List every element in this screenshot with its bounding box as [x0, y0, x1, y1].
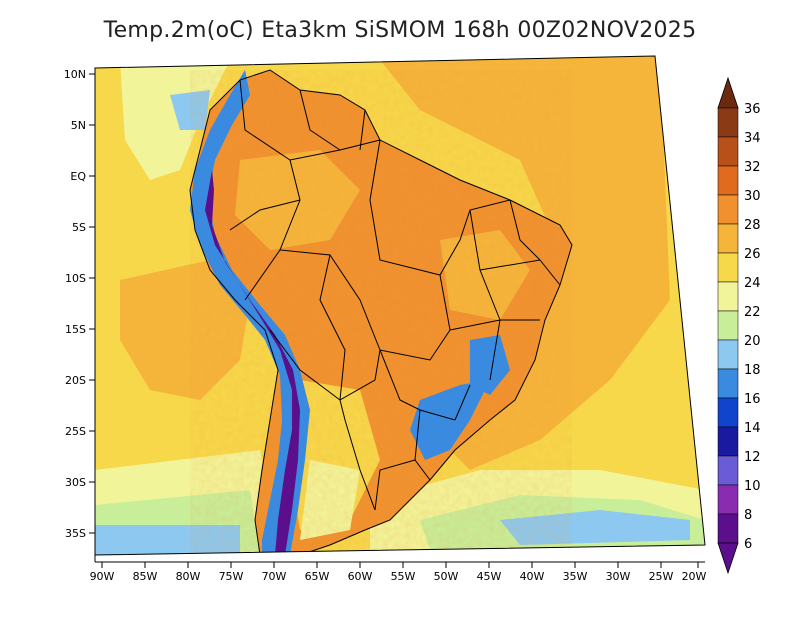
colorbar-label: 8 [744, 508, 752, 523]
colorbar-label: 34 [744, 131, 761, 146]
lon-label: 45W [477, 570, 502, 583]
colorbar-under-arrow [717, 542, 739, 575]
lon-label: 30W [606, 570, 631, 583]
colorbar-label: 16 [744, 392, 761, 407]
colorbar-over-arrow [717, 76, 739, 109]
colorbar-box [717, 194, 739, 225]
lon-label: 35W [563, 570, 588, 583]
colorbar-label: 6 [744, 537, 752, 552]
lon-label: 55W [391, 570, 416, 583]
colorbar-label: 24 [744, 276, 761, 291]
colorbar-label: 28 [744, 218, 761, 233]
lon-label: 40W [520, 570, 545, 583]
lat-label: 5S [72, 221, 86, 234]
south-atlantic-colder [500, 510, 690, 545]
lon-label: 90W [90, 570, 115, 583]
colorbar-box [717, 484, 739, 515]
lon-label: 65W [305, 570, 330, 583]
colorbar-label: 32 [744, 160, 761, 175]
lat-label: 10S [65, 272, 86, 285]
colorbar-label: 30 [744, 189, 761, 204]
lat-label: 25S [65, 425, 86, 438]
lat-axis: 10N 5N EQ 5S 10S 15S 20S 25S 30S 35S [64, 68, 95, 540]
lat-label: 5N [71, 119, 86, 132]
lon-label: 70W [262, 570, 287, 583]
political-borders [189, 69, 573, 555]
map-field [95, 56, 705, 555]
colorbar-box [717, 397, 739, 428]
colorbar-box [717, 426, 739, 457]
colorbar-box [717, 223, 739, 254]
temperature-colorbar: 36 34 32 30 28 26 24 22 20 18 16 14 12 1… [717, 76, 761, 575]
colorbar-box [717, 165, 739, 196]
lat-label: 20S [65, 374, 86, 387]
colorbar-box [717, 455, 739, 486]
pacific-cold-spot [170, 90, 210, 130]
colorbar-box [717, 368, 739, 399]
colorbar-box [717, 107, 739, 138]
pacific-warm-patch [120, 260, 250, 400]
lon-label: 50W [434, 570, 459, 583]
colorbar-box [717, 252, 739, 283]
colorbar-label: 14 [744, 421, 761, 436]
colorbar-label: 36 [744, 102, 761, 117]
andes-cordillera [190, 70, 310, 555]
lat-label: EQ [70, 170, 86, 183]
lon-label: 25W [649, 570, 674, 583]
south-pacific-colder [95, 525, 240, 555]
pacific-cool-north [120, 60, 230, 180]
map-title: Temp.2m(oC) Eta3km SiSMOM 168h 00Z02NOV2… [103, 18, 697, 43]
minas-highlands [470, 335, 510, 395]
colorbar-box [717, 339, 739, 370]
colorbar-box [717, 513, 739, 544]
colorbar-box [717, 310, 739, 341]
lat-label: 15S [65, 323, 86, 336]
colorbar-label: 22 [744, 305, 761, 320]
lon-label: 80W [176, 570, 201, 583]
se-brazil-highlands [410, 380, 490, 460]
andes-cold-core [205, 170, 300, 555]
colorbar-label: 18 [744, 363, 761, 378]
colorbar-label: 26 [744, 247, 761, 262]
lat-label: 30S [65, 476, 86, 489]
lon-label: 75W [219, 570, 244, 583]
colorbar-box [717, 281, 739, 312]
lat-label: 10N [64, 68, 86, 81]
lon-axis: 90W 85W 80W 75W 70W 65W 60W 55W 50W 45W … [90, 562, 707, 583]
atlantic-warm-zone [380, 56, 670, 470]
colorbar-label: 10 [744, 479, 761, 494]
colorbar-label: 20 [744, 334, 761, 349]
colorbar-box [717, 136, 739, 167]
lon-label: 60W [348, 570, 373, 583]
colorbar-label: 12 [744, 450, 761, 465]
lon-label: 85W [133, 570, 158, 583]
lat-label: 35S [65, 527, 86, 540]
lon-label: 20W [682, 570, 707, 583]
